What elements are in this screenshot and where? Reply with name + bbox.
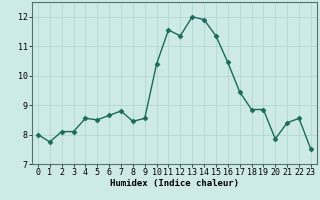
X-axis label: Humidex (Indice chaleur): Humidex (Indice chaleur) [110,179,239,188]
